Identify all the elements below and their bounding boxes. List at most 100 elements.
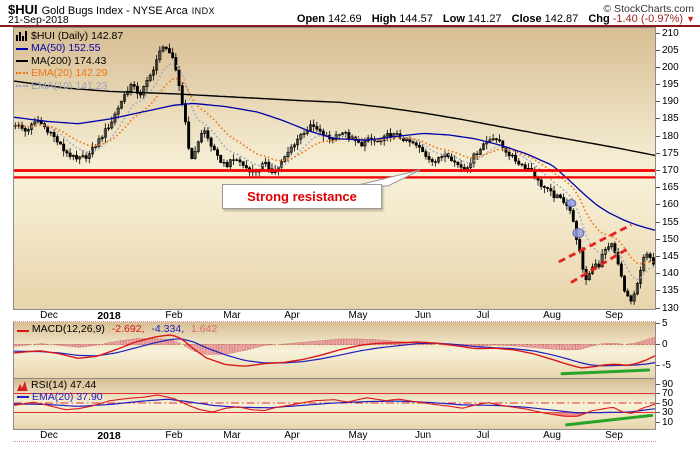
open-value: 142.69 — [328, 13, 362, 25]
rsi-legend: RSI(14) 47.44 EMA(20) 37.90 — [17, 379, 103, 404]
month-label: Mar — [223, 430, 241, 441]
axis-tick — [656, 238, 660, 240]
price-axis-label: 200 — [662, 61, 679, 73]
month-label: May — [348, 310, 368, 321]
macd-histogram — [14, 337, 655, 355]
ema10-line-icon — [16, 84, 28, 87]
chart-header: $HUI Gold Bugs Index - NYSE Arca INDX — [8, 1, 215, 19]
macd-label: MACD(12,26,9) — [31, 323, 105, 335]
date-axis-upper: Dec 2018 Feb Mar Apr May Jun Jul Aug Sep — [13, 310, 656, 322]
price-axis-label: 155 — [662, 216, 679, 228]
axis-tick — [656, 273, 660, 275]
legend-row-ma50: MA(50) 152.55 — [16, 42, 123, 54]
month-label: Feb — [165, 430, 183, 441]
axis-tick — [656, 364, 660, 366]
ma200-line — [13, 80, 656, 157]
date-axis-lower: Dec 2018 Feb Mar Apr May Jun Jul Aug Sep — [13, 430, 656, 442]
macd-axis-label: 5 — [662, 318, 668, 329]
month-label: Sep — [605, 310, 623, 321]
month-label: May — [348, 430, 368, 441]
axis-tick — [656, 187, 660, 189]
month-label: Aug — [543, 310, 561, 321]
axis-tick — [656, 84, 660, 85]
change-label: Chg — [588, 13, 610, 25]
axis-tick — [656, 393, 660, 394]
ticker-exchange: INDX — [191, 6, 215, 16]
macd-divergence-line — [560, 368, 651, 376]
price-axis-label: 205 — [662, 44, 679, 56]
header-divider — [0, 25, 700, 27]
month-label: Jul — [476, 310, 490, 321]
month-label: Apr — [284, 310, 300, 321]
quote-strip: Open 142.69 High 144.57 Low 141.27 Close 142… — [290, 13, 695, 25]
close-value: 142.87 — [544, 13, 579, 25]
copyright-text: © StockCharts.com — [603, 3, 694, 15]
axis-tick — [656, 412, 660, 413]
ma50-line-icon — [16, 47, 28, 50]
ticker-name: Gold Bugs Index - NYSE Arca — [41, 5, 188, 17]
legend-ma50-label: MA(50) 152.55 — [31, 42, 101, 55]
price-axis-label: 150 — [662, 233, 679, 245]
axis-tick — [656, 118, 660, 120]
legend-row-ma200: MA(200) 174.43 — [16, 55, 123, 67]
ema20-line — [15, 77, 654, 265]
axis-tick — [656, 255, 660, 257]
low-label: Low — [442, 13, 465, 25]
high-label: High — [371, 13, 397, 25]
change-value: -1.40 (-0.97%) — [612, 13, 684, 25]
price-axis-label: 160 — [662, 199, 679, 211]
price-axis-label: 195 — [662, 79, 679, 90]
low-value: 141.27 — [467, 13, 502, 25]
axis-tick — [656, 135, 660, 137]
macd-panel — [13, 321, 656, 379]
rsi-legend-row2: EMA(20) 37.90 — [17, 390, 103, 404]
legend-ma200-label: MA(200) 174.43 — [31, 54, 107, 67]
price-axis-label: 170 — [662, 165, 679, 176]
rsi-ema-line — [14, 398, 656, 414]
axis-tick — [656, 290, 660, 292]
axis-tick — [656, 344, 660, 345]
price-axis-label: 135 — [662, 285, 679, 297]
rsi-axis-label: 70 — [662, 388, 674, 399]
price-axis-label: 180 — [662, 130, 679, 142]
price-axis-label: 130 — [662, 302, 679, 314]
month-label: 2018 — [97, 310, 121, 322]
month-label: Jul — [476, 430, 490, 441]
macd-legend: MACD(12,26,9) -2.692, -4.334, 1.642 — [17, 323, 217, 335]
macd-axis-label: 0 — [662, 339, 668, 350]
macd-line — [13, 334, 656, 369]
open-label: Open — [296, 13, 326, 25]
macd-axis-label: -5 — [662, 359, 671, 371]
ma50-line — [13, 102, 656, 231]
legend-symbol-label: $HUI (Daily) 142.87 — [31, 30, 124, 42]
price-axis-label: 165 — [662, 182, 679, 194]
macd-hist-value: 1.642 — [191, 323, 218, 335]
price-axis-label: 210 — [662, 27, 679, 39]
rsi-icon — [17, 380, 28, 391]
axis-tick — [656, 402, 660, 404]
rsi-axis-label: 50 — [662, 397, 674, 409]
flag-upper-trendline — [558, 223, 632, 264]
price-chart-canvas — [13, 43, 656, 305]
rsi-label: RSI(14) 47.44 — [31, 379, 97, 391]
price-axis-label: 140 — [662, 268, 679, 280]
rsi-axis-label: 10 — [662, 416, 674, 428]
price-axis-label: 145 — [662, 250, 679, 262]
ema20-line-icon — [16, 72, 28, 75]
axis-tick — [656, 323, 660, 324]
quote-date: 21-Sep-2018 — [8, 14, 69, 26]
macd-chart-canvas — [13, 334, 656, 376]
rsi-ema-label: EMA(20) 37.90 — [32, 390, 103, 403]
rsi-legend-row1: RSI(14) 47.44 — [17, 379, 103, 392]
close-label: Close — [511, 13, 542, 25]
macd-signal-line — [14, 338, 656, 367]
ma200-line-icon — [16, 60, 28, 63]
rsi-chart-canvas — [13, 392, 656, 427]
price-axis-label: 185 — [662, 113, 679, 125]
axis-tick — [656, 101, 660, 103]
macd-value: -2.692, — [111, 323, 145, 335]
price-legend: $HUI (Daily) 142.87 MA(50) 152.55 MA(200… — [16, 30, 123, 92]
month-label: Dec — [40, 310, 58, 321]
ticker-symbol: $HUI — [8, 2, 38, 17]
legend-ema20-label: EMA(20) 142.29 — [31, 67, 108, 80]
